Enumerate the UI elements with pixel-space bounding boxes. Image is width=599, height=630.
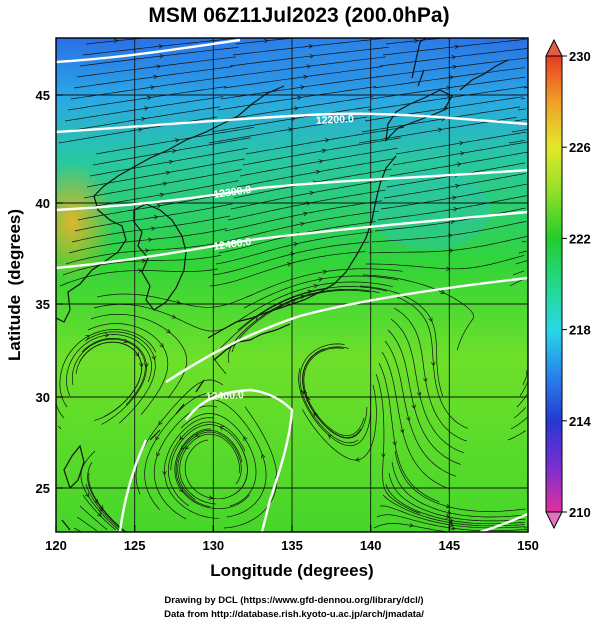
y-tick-label: 45 [36,88,50,103]
map-title: MSM 06Z11Jul2023 (200.0hPa) [148,4,449,27]
contour-label: 12200.0 [316,113,355,127]
colorbar-max-arrow [546,40,562,56]
colorbar-scale [546,56,562,512]
x-axis-label: Longitude (degrees) [210,561,373,580]
colorbar-tick-label: 226 [569,140,591,155]
colorbar-tick-label: 210 [569,505,591,520]
x-tick-label: 140 [360,538,382,553]
x-tick-label: 135 [281,538,303,553]
credit-drawing: Drawing by DCL (https://www.gfd-dennou.o… [164,595,423,606]
x-tick-label: 125 [124,538,146,553]
x-tick-label: 120 [45,538,67,553]
colorbar: 230 226 222 218 214 210 [546,40,591,528]
colorbar-tick-label: 214 [569,414,591,429]
contour-label: 12400.0 [206,389,245,403]
credit-data: Data from http://database.rish.kyoto-u.a… [164,609,424,620]
y-tick-label: 35 [36,297,50,312]
x-tick-label: 150 [517,538,539,553]
colorbar-tick-label: 230 [569,49,591,64]
plot-area: 12200.0 12300.0 12400.0 12400.0 [30,15,547,532]
colorbar-min-arrow [546,512,562,528]
y-axis-label: Latitude (degrees) [5,209,24,361]
y-tick-label: 25 [36,481,50,496]
y-tick-label: 40 [36,196,50,211]
colorbar-tick-label: 222 [569,231,591,246]
x-tick-label: 130 [202,538,224,553]
colorbar-tick-label: 218 [569,323,591,338]
x-tick-label: 145 [438,538,460,553]
y-tick-label: 30 [36,390,50,405]
